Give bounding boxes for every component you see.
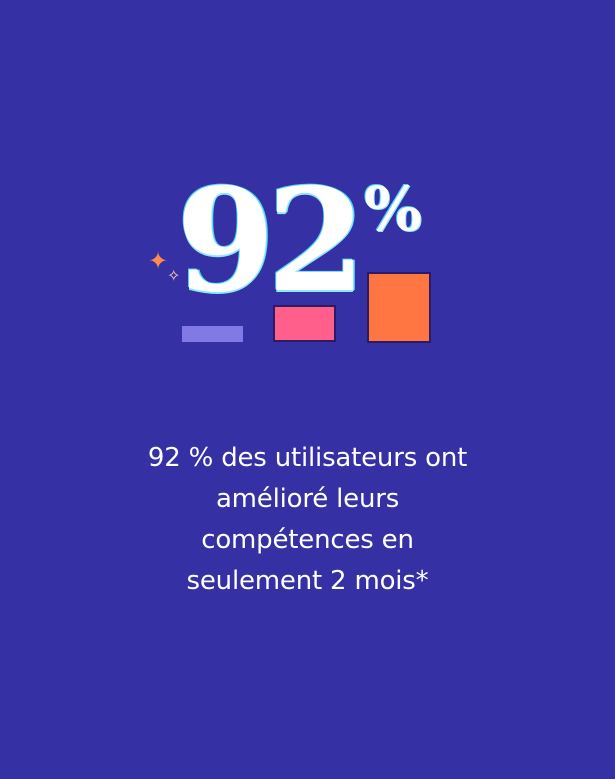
orange-decorative-bar	[367, 272, 431, 343]
caption-line-2: amélioré leurs	[215, 484, 400, 514]
purple-decorative-bar	[182, 326, 243, 342]
pink-decorative-bar	[273, 305, 336, 342]
percent-sign: %	[364, 174, 422, 245]
sparkle-icon: ✦	[148, 247, 169, 275]
caption-line-3: compétences en	[201, 525, 414, 555]
hero-number: 92	[176, 158, 366, 324]
small-sparkle-icon: ✧	[167, 266, 181, 285]
caption-line-1: 92 % des utilisateurs ont	[147, 443, 468, 473]
statistic-caption: 92 % des utilisateurs ont amélioré leurs…	[90, 438, 525, 602]
caption-line-4: seulement 2 mois*	[186, 566, 429, 596]
